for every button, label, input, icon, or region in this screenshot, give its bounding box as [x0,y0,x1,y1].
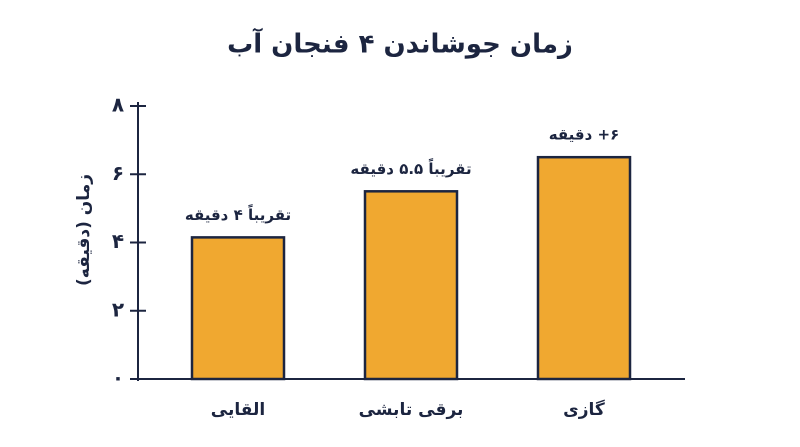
x-tick-label: گازی [563,399,605,420]
value-label: تقریباً ۵.۵ دقیقه [350,158,471,178]
y-tick-label: ۲ [112,297,124,321]
y-axis-label: زمان (دقیقه) [74,174,94,286]
y-tick-label: ۴ [112,229,124,253]
y-tick-label: ۶ [112,161,124,185]
y-tick-label: ۰ [112,366,124,390]
bar [536,155,632,381]
y-tick-label: ۸ [112,93,124,117]
chart-title: زمان جوشاندن ۴ فنجان آب [227,28,573,60]
x-tick-label: القایی [211,400,265,420]
value-label: ۶+ دقیقه [549,126,619,144]
x-tick-label: برقی تابشی [359,400,464,420]
bar [190,236,286,381]
value-label: تقریباً ۴ دقیقه [185,204,291,224]
bar [363,190,459,381]
